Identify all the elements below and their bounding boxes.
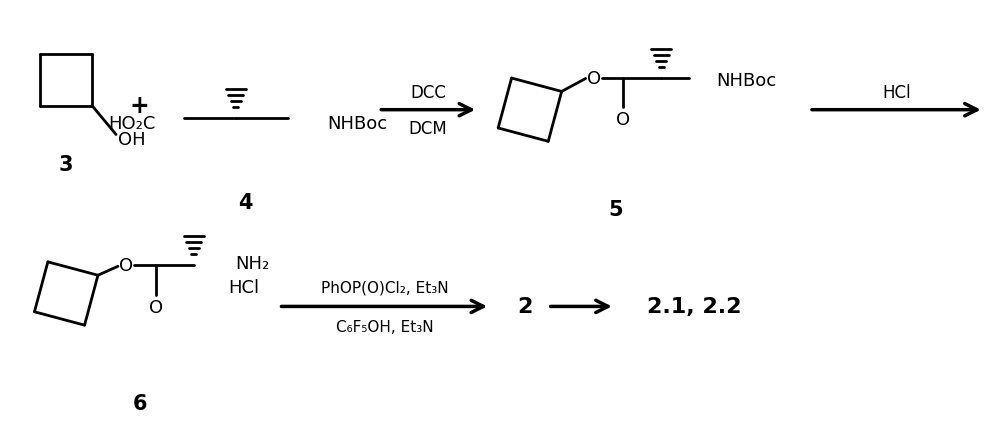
Text: 6: 6 [133,393,147,413]
Text: HCl: HCl [882,84,911,102]
Text: OH: OH [118,131,146,149]
Text: 5: 5 [609,200,623,220]
Text: O: O [149,298,163,316]
Text: DCM: DCM [409,119,447,137]
Text: +: + [129,93,149,118]
Text: HCl: HCl [228,279,259,296]
Text: O: O [119,256,133,275]
Text: HO₂C: HO₂C [109,114,156,132]
Text: C₆F₅OH, Et₃N: C₆F₅OH, Et₃N [335,319,433,334]
Text: O: O [587,69,601,87]
Text: 3: 3 [59,155,74,175]
Text: DCC: DCC [410,84,446,102]
Text: NHBoc: NHBoc [327,114,387,132]
Text: 2: 2 [517,297,533,317]
Text: PhOP(O)Cl₂, Et₃N: PhOP(O)Cl₂, Et₃N [320,279,448,294]
Text: 2.1, 2.2: 2.1, 2.2 [648,297,742,317]
Text: NH₂: NH₂ [236,255,269,273]
Text: O: O [617,111,631,129]
Text: 4: 4 [239,193,252,213]
Text: NHBoc: NHBoc [717,72,776,90]
